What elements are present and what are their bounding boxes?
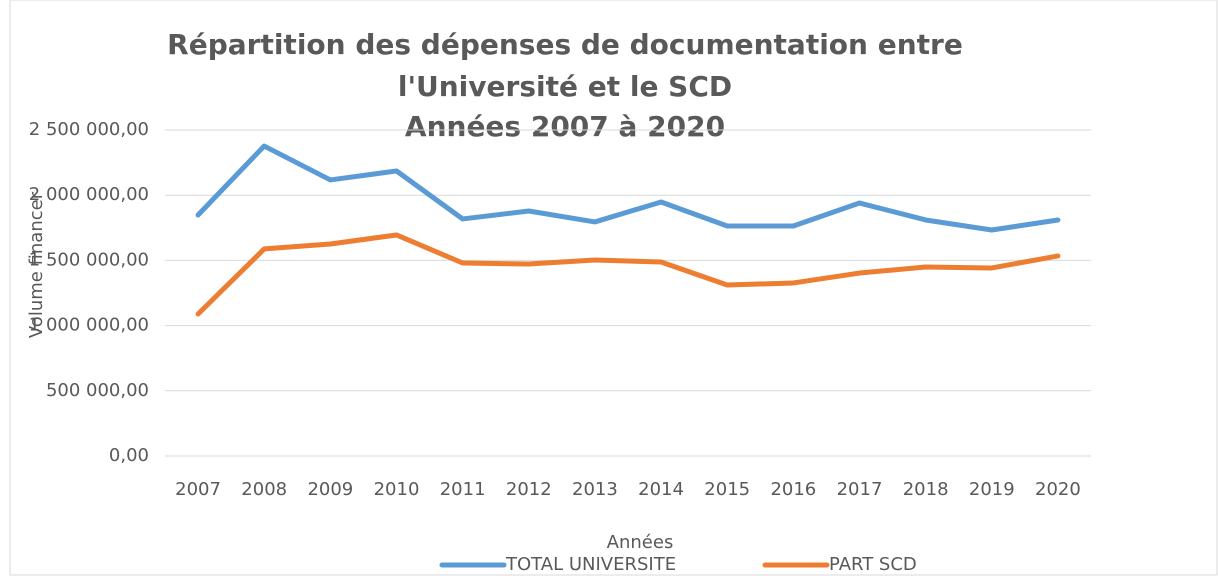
x-tick-label: 2009 — [307, 479, 353, 500]
legend-label: PART SCD — [829, 554, 917, 575]
y-tick-label: 1 000 000,00 — [29, 315, 149, 336]
x-tick-label: 2008 — [241, 479, 287, 500]
x-tick-label: 2012 — [506, 479, 552, 500]
y-tick-label: 2 500 000,00 — [29, 119, 149, 140]
chart-title: Répartition des dépenses de documentatio… — [167, 28, 963, 61]
x-tick-label: 2017 — [837, 479, 883, 500]
x-tick-label: 2016 — [770, 479, 816, 500]
x-tick-label: 2015 — [704, 479, 750, 500]
y-tick-label: 0,00 — [109, 445, 149, 466]
x-axis-title: Années — [607, 532, 674, 553]
chart-frame — [9, 0, 1218, 576]
x-tick-label: 2010 — [374, 479, 420, 500]
x-tick-label: 2013 — [572, 479, 618, 500]
chart-title: Années 2007 à 2020 — [405, 110, 725, 143]
x-tick-label: 2020 — [1035, 479, 1081, 500]
data-line — [195, 143, 1061, 233]
legend-label: TOTAL UNIVERSITE — [505, 554, 676, 575]
data-line — [195, 232, 1061, 317]
x-tick-label: 2019 — [969, 479, 1015, 500]
y-tick-label: 1 500 000,00 — [29, 249, 149, 270]
x-tick-label: 2014 — [638, 479, 684, 500]
y-tick-label: 500 000,00 — [46, 380, 149, 401]
x-tick-label: 2018 — [903, 479, 949, 500]
y-axis-title: Volume financer — [26, 191, 47, 338]
x-tick-label: 2007 — [175, 479, 221, 500]
chart-title: l'Université et le SCD — [398, 70, 732, 103]
x-tick-label: 2011 — [440, 479, 486, 500]
y-tick-label: 2 000 000,00 — [29, 184, 149, 205]
